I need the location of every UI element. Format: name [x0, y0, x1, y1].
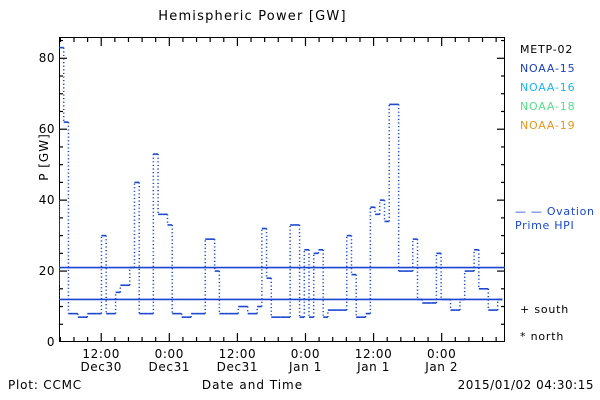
marker-label-south: south [534, 303, 570, 316]
data-series-ovation-prime-hpi [59, 46, 505, 318]
x-tick-label: 12:00 Dec31 [217, 348, 259, 374]
x-tick-time: 0:00 [154, 347, 184, 361]
x-tick-label: 12:00 Dec30 [80, 348, 122, 374]
plus-icon: + [520, 303, 531, 316]
x-tick-date: Dec31 [148, 360, 191, 374]
x-tick-time: 12:00 [82, 347, 120, 361]
x-tick-time: 12:00 [218, 347, 257, 361]
marker-legend-north: * north [520, 330, 564, 343]
asterisk-icon: * [520, 330, 527, 343]
y-tick-label: 60 [38, 122, 55, 137]
plot-timestamp: 2015/01/02 04:30:15 [457, 378, 594, 392]
y-axis-label: P [GW] [37, 133, 51, 181]
ovation-label-line1: Ovation [546, 205, 595, 218]
x-tick-time: 12:00 [354, 347, 393, 361]
x-tick-date: Dec31 [216, 360, 259, 374]
ovation-dash-sample: — — [515, 205, 543, 218]
x-tick-time: 0:00 [426, 347, 457, 361]
x-tick-date: Dec30 [80, 360, 122, 374]
y-tick-label: 0 [46, 335, 55, 349]
y-tick-label: 40 [38, 193, 55, 208]
y-tick-label: 20 [38, 264, 55, 279]
x-tick-date: Jan 2 [425, 360, 459, 374]
x-tick-label: 0:00 Jan 2 [425, 348, 458, 374]
y-tick-label: 80 [38, 51, 55, 66]
x-tick-label: 0:00 Dec31 [149, 348, 191, 374]
x-tick-date: Jan 1 [357, 360, 391, 374]
plot-frame [59, 37, 505, 342]
legend-item-metp-02: METP-02 [520, 43, 574, 56]
x-axis-label: Date and Time [201, 378, 304, 392]
ovation-label-line2: Prime HPI [515, 219, 575, 232]
x-tick-date: Jan 1 [289, 360, 322, 374]
x-tick-label: 12:00 Jan 1 [355, 348, 393, 374]
marker-legend-south: + south [520, 303, 569, 316]
legend-item-noaa-16: NOAA-16 [520, 81, 576, 94]
x-tick-label: 0:00 Jan 1 [289, 348, 322, 374]
legend-item-noaa-19: NOAA-19 [520, 119, 576, 132]
legend-item-noaa-18: NOAA-18 [520, 100, 576, 113]
marker-label-north: north [530, 330, 565, 343]
satellite-legend: METP-02 NOAA-15 NOAA-16 NOAA-18 NOAA-19 [520, 40, 600, 135]
legend-item-noaa-15: NOAA-15 [520, 62, 576, 75]
x-tick-time: 0:00 [290, 347, 321, 361]
plot-canvas [59, 37, 505, 342]
plot-credit: Plot: CCMC [8, 378, 82, 392]
y-axis-ticks: 0 20 40 60 80 [0, 0, 55, 400]
page-title: Hemispheric Power [GW] [158, 9, 347, 24]
ovation-legend: — — Ovation Prime HPI [515, 205, 595, 233]
